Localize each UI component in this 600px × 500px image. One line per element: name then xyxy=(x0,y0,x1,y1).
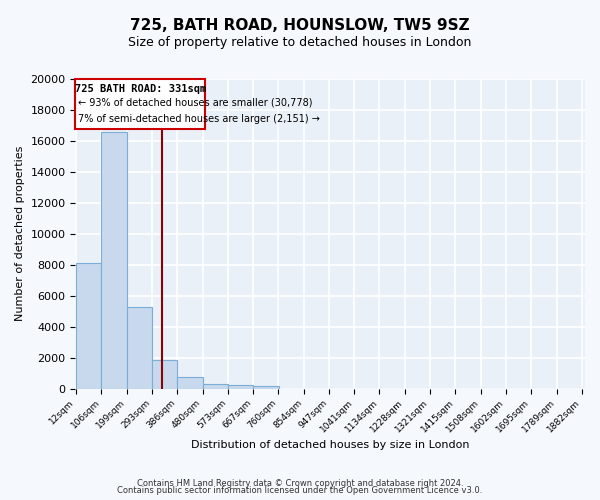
Bar xyxy=(253,386,278,388)
Bar xyxy=(177,377,203,388)
Text: 725 BATH ROAD: 331sqm: 725 BATH ROAD: 331sqm xyxy=(74,84,206,94)
Bar xyxy=(76,263,101,388)
Bar xyxy=(76,79,205,128)
Text: Size of property relative to detached houses in London: Size of property relative to detached ho… xyxy=(128,36,472,49)
Y-axis label: Number of detached properties: Number of detached properties xyxy=(15,146,25,322)
Text: Contains HM Land Registry data © Crown copyright and database right 2024.: Contains HM Land Registry data © Crown c… xyxy=(137,478,463,488)
Text: ← 93% of detached houses are smaller (30,778): ← 93% of detached houses are smaller (30… xyxy=(78,98,313,108)
Text: 725, BATH ROAD, HOUNSLOW, TW5 9SZ: 725, BATH ROAD, HOUNSLOW, TW5 9SZ xyxy=(130,18,470,32)
Text: Contains public sector information licensed under the Open Government Licence v3: Contains public sector information licen… xyxy=(118,486,482,495)
Text: 7% of semi-detached houses are larger (2,151) →: 7% of semi-detached houses are larger (2… xyxy=(78,114,320,124)
Bar xyxy=(227,384,253,388)
Bar xyxy=(127,306,152,388)
X-axis label: Distribution of detached houses by size in London: Distribution of detached houses by size … xyxy=(191,440,469,450)
Bar xyxy=(203,384,228,388)
Bar xyxy=(101,132,127,388)
Bar xyxy=(152,360,178,388)
